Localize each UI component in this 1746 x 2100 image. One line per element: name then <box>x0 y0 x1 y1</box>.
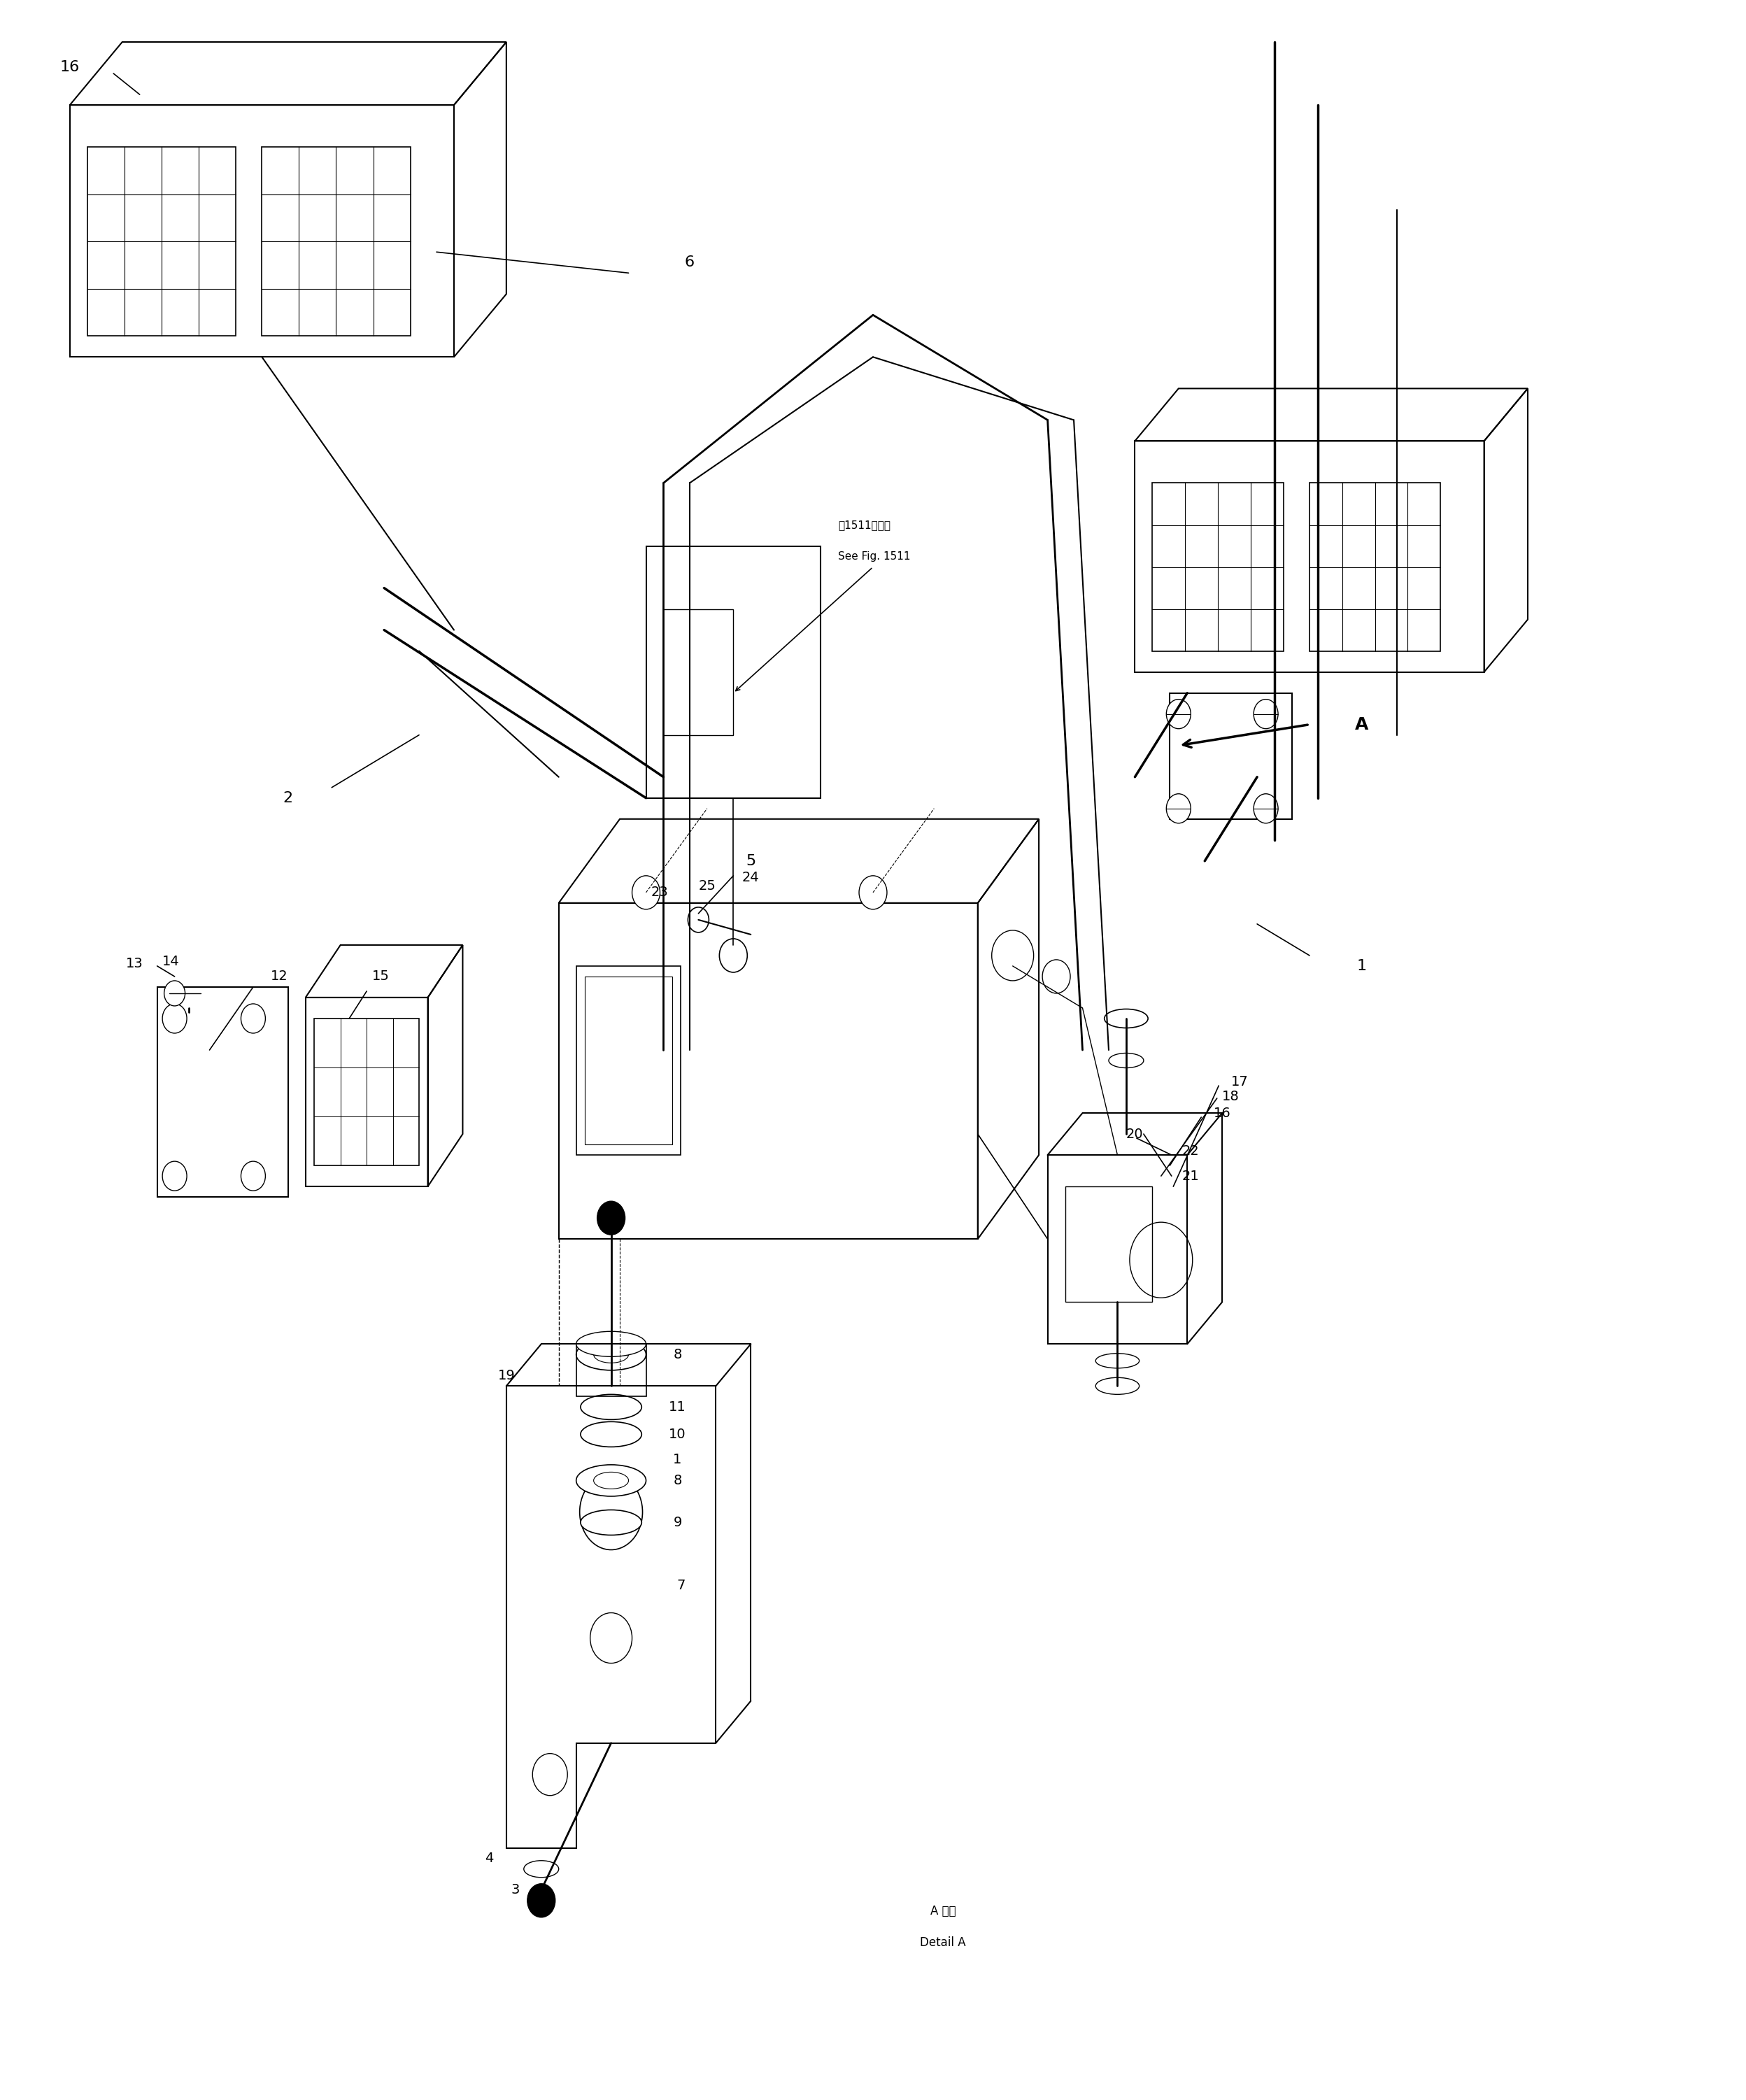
Text: 8: 8 <box>674 1474 681 1487</box>
Text: See Fig. 1511: See Fig. 1511 <box>838 552 910 561</box>
Text: 第1511図参照: 第1511図参照 <box>838 521 890 529</box>
Text: 6: 6 <box>684 256 695 269</box>
Text: 14: 14 <box>162 956 180 968</box>
Bar <box>87 147 236 336</box>
Ellipse shape <box>594 1346 629 1363</box>
Text: 18: 18 <box>1222 1090 1240 1102</box>
Circle shape <box>1166 699 1191 729</box>
Ellipse shape <box>580 1422 643 1447</box>
Circle shape <box>580 1474 643 1550</box>
Text: Detail A: Detail A <box>920 1936 966 1949</box>
Text: A: A <box>1355 716 1369 733</box>
Circle shape <box>597 1201 625 1235</box>
Text: 5: 5 <box>746 855 756 867</box>
Text: A 詳細: A 詳細 <box>931 1905 955 1917</box>
Text: 17: 17 <box>1231 1075 1248 1088</box>
Ellipse shape <box>1103 1010 1149 1029</box>
Text: 11: 11 <box>669 1401 686 1413</box>
Text: 24: 24 <box>742 872 760 884</box>
Text: 16: 16 <box>59 61 80 74</box>
Circle shape <box>527 1884 555 1917</box>
Circle shape <box>859 876 887 909</box>
Text: 21: 21 <box>1182 1170 1200 1182</box>
Text: 10: 10 <box>669 1428 686 1441</box>
Text: 25: 25 <box>698 880 716 892</box>
Ellipse shape <box>576 1331 646 1357</box>
Bar <box>1152 483 1283 651</box>
Circle shape <box>590 1613 632 1663</box>
Text: 8: 8 <box>674 1348 681 1361</box>
Text: 15: 15 <box>372 970 389 983</box>
Text: 1: 1 <box>1357 960 1367 972</box>
Text: 4: 4 <box>485 1852 492 1865</box>
Circle shape <box>162 1161 187 1191</box>
Ellipse shape <box>580 1394 643 1420</box>
Text: 9: 9 <box>674 1516 681 1529</box>
Text: 1: 1 <box>674 1453 681 1466</box>
Ellipse shape <box>594 1472 629 1489</box>
Bar <box>1310 483 1440 651</box>
Bar <box>262 147 410 336</box>
Text: 22: 22 <box>1182 1145 1200 1157</box>
Circle shape <box>241 1161 265 1191</box>
Bar <box>576 966 681 1155</box>
Text: 2: 2 <box>283 792 293 804</box>
Ellipse shape <box>576 1340 646 1371</box>
Circle shape <box>162 1004 187 1033</box>
Ellipse shape <box>1109 1054 1144 1069</box>
Bar <box>1048 1155 1187 1344</box>
Circle shape <box>533 1754 567 1796</box>
Ellipse shape <box>1095 1378 1138 1394</box>
Text: 19: 19 <box>498 1369 515 1382</box>
Bar <box>314 1018 419 1166</box>
Bar <box>663 609 733 735</box>
Circle shape <box>688 907 709 932</box>
Ellipse shape <box>1095 1354 1138 1369</box>
Ellipse shape <box>576 1466 646 1497</box>
Ellipse shape <box>580 1510 643 1535</box>
Bar <box>157 987 288 1197</box>
Text: 3: 3 <box>512 1884 519 1896</box>
Bar <box>576 1344 646 1396</box>
Bar <box>1170 693 1292 819</box>
Text: 23: 23 <box>651 886 669 899</box>
Circle shape <box>164 981 185 1006</box>
Circle shape <box>1166 794 1191 823</box>
Text: 16: 16 <box>1213 1107 1231 1119</box>
Text: 12: 12 <box>271 970 288 983</box>
Text: 13: 13 <box>126 958 143 970</box>
Ellipse shape <box>524 1861 559 1877</box>
Circle shape <box>1254 794 1278 823</box>
Bar <box>585 977 672 1145</box>
Text: 7: 7 <box>677 1579 684 1592</box>
Circle shape <box>632 876 660 909</box>
Text: 20: 20 <box>1126 1128 1144 1140</box>
Circle shape <box>1254 699 1278 729</box>
Bar <box>646 546 821 798</box>
Circle shape <box>241 1004 265 1033</box>
Bar <box>1065 1186 1152 1302</box>
